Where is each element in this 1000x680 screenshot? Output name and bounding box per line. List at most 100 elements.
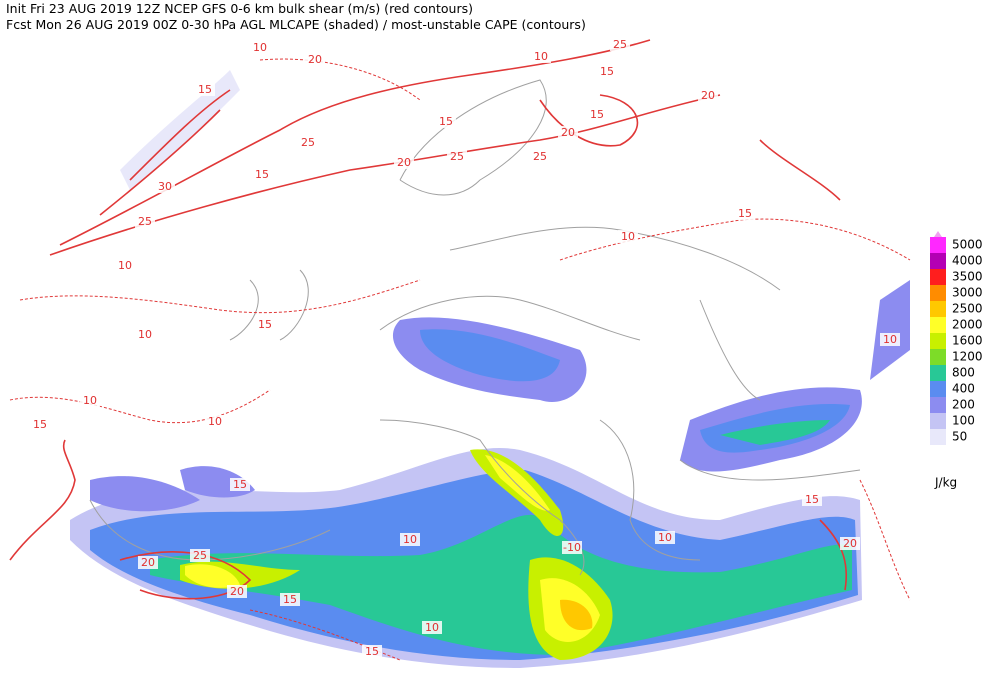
- label-box: [298, 136, 318, 149]
- contour-label: 10: [118, 259, 132, 272]
- label-box: [400, 533, 420, 546]
- contour-label: 20: [141, 556, 155, 569]
- coastlines: [89, 79, 861, 576]
- contour-label: 15: [33, 418, 47, 431]
- label-box: [436, 115, 456, 128]
- contour-label: 10: [534, 50, 548, 63]
- label-box: [610, 38, 630, 51]
- label-box: [135, 328, 155, 341]
- contour-label: -10: [563, 541, 581, 554]
- contour-label: 15: [233, 478, 247, 491]
- legend-label: 100: [952, 414, 975, 428]
- label-box: [655, 531, 675, 544]
- label-box: [362, 645, 382, 658]
- contour-label: 10: [138, 328, 152, 341]
- legend-label: 1600: [952, 334, 983, 348]
- cape-shading: [70, 70, 910, 668]
- legend: 50 100 200 400 800 1200 1600 2000 2500 3000 3500 40…: [930, 231, 983, 490]
- contour-label: 10: [403, 533, 417, 546]
- legend-swatch: [930, 237, 946, 253]
- header-line: Init Fri 23 AUG 2019 12Z NCEP GFS 0-6 km…: [6, 1, 473, 16]
- legend-label: 200: [952, 398, 975, 412]
- legend-label: 50: [952, 430, 967, 444]
- legend-label: 800: [952, 366, 975, 380]
- label-box: [80, 394, 100, 407]
- legend-swatch: [930, 397, 946, 413]
- legend-label: 2500: [952, 302, 983, 316]
- contour-label: 15: [590, 108, 604, 121]
- contour-label: 15: [258, 318, 272, 331]
- label-box: [190, 549, 210, 562]
- contour-label: 15: [283, 593, 297, 606]
- label-box: [698, 89, 718, 102]
- legend-label: 5000: [952, 238, 983, 252]
- shear-contours: [9, 39, 911, 661]
- contour-label: 20: [561, 126, 575, 139]
- contour-label: 25: [450, 150, 464, 163]
- contour-label: 25: [301, 136, 315, 149]
- contour-labels: 10 15 25 20 20 15 25 25 15 20 25 15 30 25 10 15 10 15 10 10…: [30, 38, 900, 658]
- label-box: [230, 478, 250, 491]
- label-box: [394, 156, 414, 169]
- label-box: [530, 150, 550, 163]
- contour-label: 10: [658, 531, 672, 544]
- contour-label: 20: [843, 537, 857, 550]
- contour-label: 20: [397, 156, 411, 169]
- contour-label: 20: [308, 53, 322, 66]
- label-box: [205, 415, 225, 428]
- contour-label: 10: [621, 230, 635, 243]
- label-box: [155, 180, 175, 193]
- legend-label: 4000: [952, 254, 983, 268]
- legend-swatch: [930, 365, 946, 381]
- legend-label: 2000: [952, 318, 983, 332]
- contour-label: 10: [425, 621, 439, 634]
- label-box: [135, 215, 155, 228]
- label-box: [250, 41, 270, 54]
- label-box: [227, 585, 247, 598]
- label-box: [558, 126, 578, 139]
- label-box: [252, 168, 272, 181]
- legend-swatch: [930, 333, 946, 349]
- contour-label: 10: [253, 41, 267, 54]
- legend-swatch: [930, 413, 946, 429]
- contour-label: 10: [208, 415, 222, 428]
- label-box: [587, 108, 607, 121]
- contour-label: 20: [701, 89, 715, 102]
- label-box: [802, 493, 822, 506]
- label-box: [562, 541, 582, 554]
- legend-swatch: [930, 253, 946, 269]
- label-box: [255, 318, 275, 331]
- label-box: [880, 333, 900, 346]
- legend-unit: J/kg: [934, 476, 957, 490]
- label-box: [305, 53, 325, 66]
- label-box: [138, 556, 158, 569]
- legend-label: 400: [952, 382, 975, 396]
- contour-label: 15: [738, 207, 752, 220]
- contour-label: 15: [255, 168, 269, 181]
- contour-label: 10: [883, 333, 897, 346]
- contour-label: 25: [193, 549, 207, 562]
- label-box: [195, 83, 215, 96]
- legend-label: 3500: [952, 270, 983, 284]
- label-box: [618, 230, 638, 243]
- label-box: [531, 50, 551, 63]
- header-line: Fcst Mon 26 AUG 2019 00Z 0-30 hPa AGL ML…: [6, 17, 586, 32]
- legend-swatch: [930, 349, 946, 365]
- legend-label: 1200: [952, 350, 983, 364]
- legend-swatch: [930, 285, 946, 301]
- label-box: [735, 207, 755, 220]
- contour-label: 15: [805, 493, 819, 506]
- contour-label: 25: [533, 150, 547, 163]
- label-box: [115, 259, 135, 272]
- label-box: [422, 621, 442, 634]
- contour-label: 30: [158, 180, 172, 193]
- legend-swatch: [930, 301, 946, 317]
- contour-label: 15: [439, 115, 453, 128]
- contour-label: 10: [83, 394, 97, 407]
- label-box: [30, 418, 50, 431]
- contour-label: 15: [365, 645, 379, 658]
- legend-label: 3000: [952, 286, 983, 300]
- legend-swatch: [930, 269, 946, 285]
- contour-label: 20: [230, 585, 244, 598]
